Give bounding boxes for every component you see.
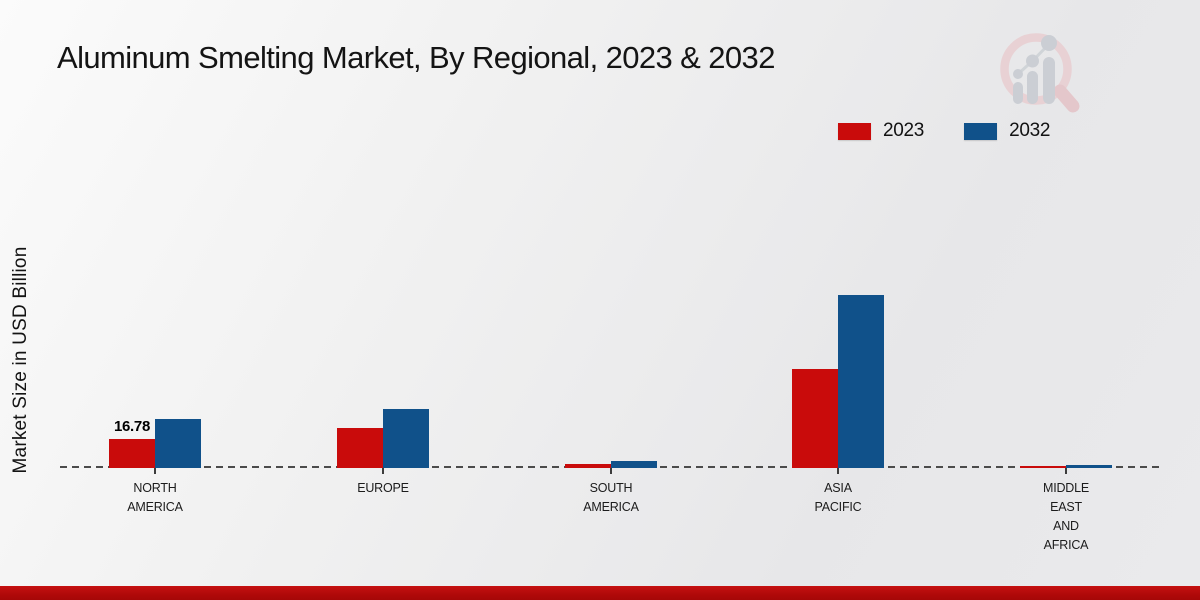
bar-2032-south-america (611, 461, 657, 468)
legend-swatch-2032 (964, 122, 998, 140)
bottom-accent-bar (0, 586, 1200, 600)
legend-item-2023: 2023 (838, 120, 924, 142)
bar-2032-middle-east-and-africa (1066, 465, 1112, 468)
category-label-middle-east-and-africa: MIDDLE EAST AND AFRICA (1042, 481, 1090, 552)
legend-label-2032: 2032 (1009, 120, 1051, 141)
bar-2032-asia-pacific (838, 295, 884, 468)
bar-2023-south-america (565, 464, 611, 468)
legend-swatch-2023 (838, 122, 871, 140)
x-tick-asia-pacific (837, 468, 839, 474)
bar-2023-north-america (109, 439, 155, 468)
category-label-europe: EUROPE (357, 481, 409, 495)
x-tick-europe (382, 468, 384, 474)
category-label-north-america: NORTH AMERICA (127, 481, 183, 514)
x-tick-north-america (154, 468, 156, 474)
x-tick-south-america (610, 468, 612, 474)
category-label-south-america: SOUTH AMERICA (583, 481, 639, 514)
bar-2023-europe (337, 428, 383, 468)
legend: 2023 2032 (838, 120, 1050, 142)
market-research-future-logo-icon (1000, 33, 1080, 113)
data-label-north-america-2023: 16.78 (113, 418, 151, 435)
bar-2032-europe (383, 409, 429, 468)
bar-2023-middle-east-and-africa (1020, 466, 1066, 468)
bar-2023-asia-pacific (792, 369, 838, 468)
category-label-asia-pacific: ASIA PACIFIC (814, 481, 862, 514)
chart-title: Aluminum Smelting Market, By Regional, 2… (57, 40, 775, 75)
bar-2032-north-america (155, 419, 201, 468)
legend-label-2023: 2023 (883, 120, 925, 141)
legend-item-2032: 2032 (964, 120, 1050, 142)
x-tick-middle-east-and-africa (1065, 468, 1067, 474)
